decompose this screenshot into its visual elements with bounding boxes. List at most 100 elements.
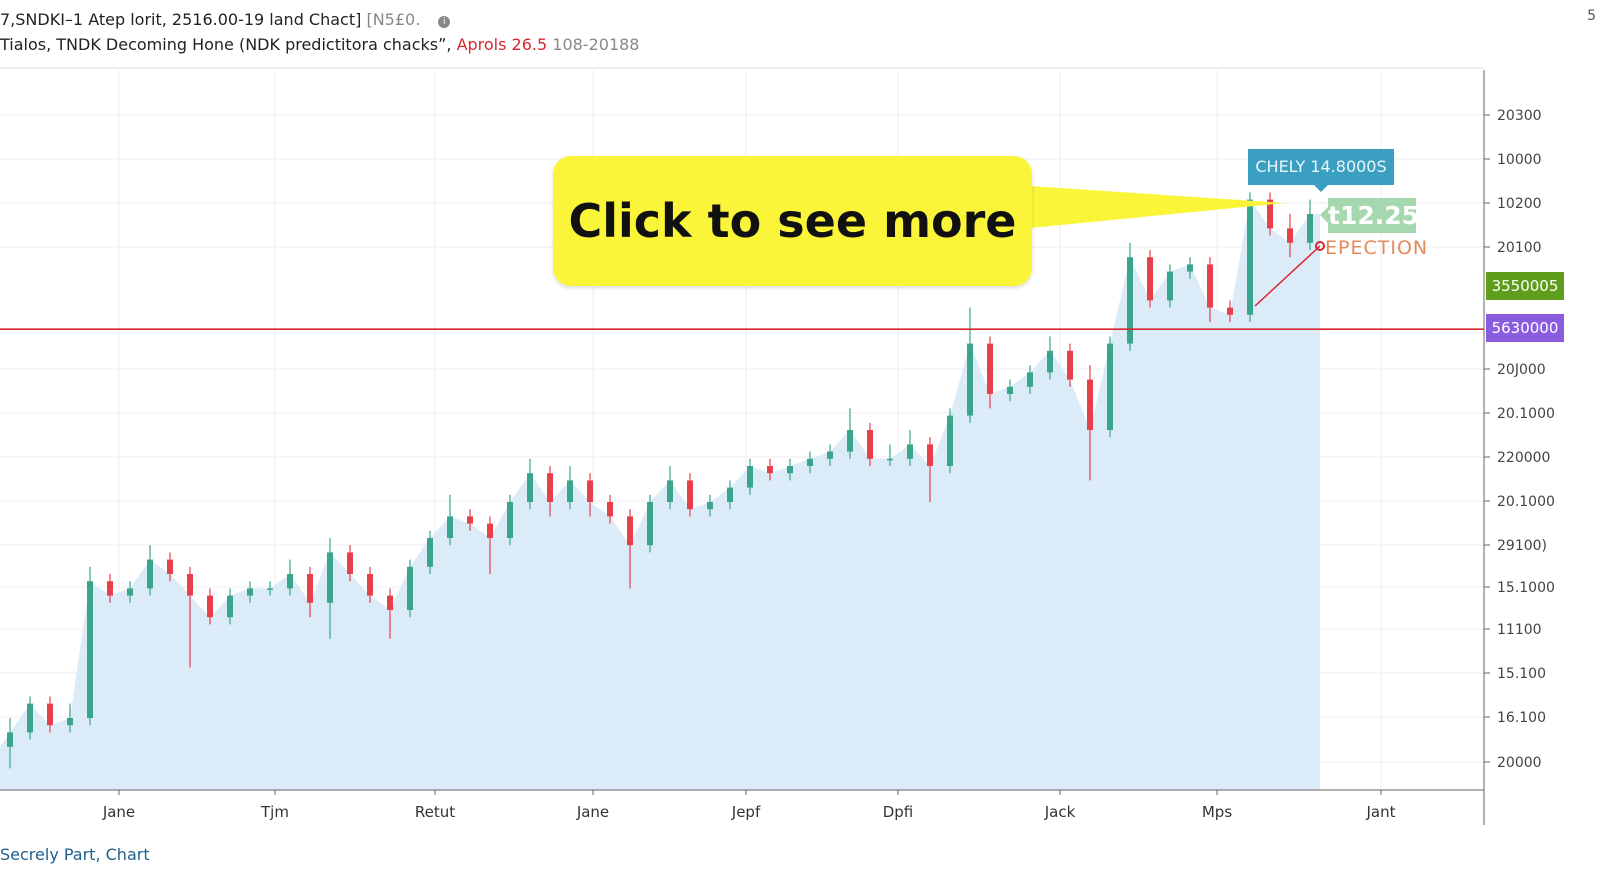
candle-body bbox=[47, 703, 53, 726]
candle-body bbox=[827, 451, 833, 459]
candle-body bbox=[767, 466, 773, 474]
candle-body bbox=[1147, 257, 1153, 301]
y-tick-label: 15.100 bbox=[1497, 666, 1546, 682]
candle-body bbox=[447, 516, 453, 538]
candle-body bbox=[347, 552, 353, 574]
y-tick-label: 20.1000 bbox=[1497, 494, 1555, 510]
projection-label: EPECTION bbox=[1325, 237, 1429, 259]
candle-body bbox=[927, 444, 933, 466]
candle-body bbox=[307, 574, 313, 603]
y-tick-label: 10200 bbox=[1497, 196, 1542, 212]
price-tooltip: CHELY 14.8000S bbox=[1248, 149, 1394, 192]
candle-body bbox=[1127, 257, 1133, 344]
price-tag-purple: 5630000 bbox=[1486, 314, 1564, 342]
candle-body bbox=[987, 343, 993, 394]
subtitle-price: Aprols 26.5 bbox=[456, 35, 548, 54]
candle-body bbox=[1207, 264, 1213, 308]
candle-body bbox=[907, 444, 913, 459]
candle-body bbox=[67, 718, 73, 726]
y-tick-label: 29100) bbox=[1497, 538, 1547, 554]
candle-body bbox=[1227, 307, 1233, 315]
corner-mark: 5 bbox=[1587, 8, 1596, 24]
x-tick-label: Dpfi bbox=[883, 803, 914, 821]
y-tick-label: 20.1000 bbox=[1497, 406, 1555, 422]
candle-body bbox=[627, 516, 633, 546]
candle-body bbox=[1007, 386, 1013, 394]
title-suffix: [N5£0. bbox=[366, 10, 421, 29]
click-to-see-more-callout[interactable]: Click to see more bbox=[553, 156, 1032, 286]
y-tick-label: 20000 bbox=[1497, 755, 1542, 771]
area-fill bbox=[0, 199, 1320, 791]
candle-body bbox=[687, 480, 693, 510]
footer-link[interactable]: Secrely Part, Chart bbox=[0, 845, 150, 864]
x-tick-label: Jane bbox=[102, 803, 135, 821]
candle-body bbox=[427, 538, 433, 567]
candle-body bbox=[387, 595, 393, 610]
candle-body bbox=[787, 466, 793, 474]
candle-body bbox=[1087, 379, 1093, 430]
candle-body bbox=[547, 473, 553, 502]
candle-body bbox=[487, 523, 493, 538]
x-tick-label: Jepf bbox=[731, 803, 761, 821]
y-tick-label: 20300 bbox=[1497, 108, 1542, 124]
candle-body bbox=[807, 458, 813, 466]
candle-body bbox=[567, 480, 573, 502]
candle-body bbox=[527, 473, 533, 502]
candle-body bbox=[607, 502, 613, 517]
x-tick-label: Tjm bbox=[260, 803, 289, 821]
price-tag-green: 3550005 bbox=[1486, 272, 1564, 300]
y-tick-label: 10000 bbox=[1497, 152, 1542, 168]
x-tick-label: Retut bbox=[415, 803, 455, 821]
candle-body bbox=[367, 574, 373, 596]
candle-body bbox=[707, 502, 713, 510]
candle-body bbox=[1067, 350, 1073, 380]
subtitle-range: 108-20188 bbox=[552, 35, 640, 54]
title-text: 7,SNDKI–1 Atep lorit, 2516.00-19 land Ch… bbox=[0, 10, 362, 29]
callout-pointer bbox=[1030, 186, 1285, 228]
candle-body bbox=[1107, 343, 1113, 430]
y-tick-label: 11100 bbox=[1497, 622, 1542, 638]
y-tick-label: 15.1000 bbox=[1497, 580, 1555, 596]
candle-body bbox=[667, 480, 673, 502]
candle-body bbox=[1247, 199, 1253, 315]
y-tick-label: 220000 bbox=[1497, 450, 1550, 466]
candle-body bbox=[107, 581, 113, 596]
y-tick-label: 20J000 bbox=[1497, 362, 1546, 378]
candle-body bbox=[1267, 199, 1273, 229]
candle-body bbox=[947, 415, 953, 466]
candle-body bbox=[207, 595, 213, 618]
candle-body bbox=[847, 430, 853, 452]
candle-body bbox=[1287, 228, 1293, 243]
candle-body bbox=[327, 552, 333, 603]
candle-body bbox=[1167, 271, 1173, 301]
chart-subtitle: Tialos, TNDK Decoming Hone (NDK predicti… bbox=[0, 35, 639, 54]
x-tick-label: Mps bbox=[1202, 803, 1232, 821]
candle-body bbox=[267, 588, 273, 590]
current-price-label: t12.25 bbox=[1320, 198, 1419, 233]
candle-body bbox=[147, 559, 153, 589]
info-icon[interactable]: i bbox=[438, 16, 451, 28]
x-tick-label: Jane bbox=[576, 803, 609, 821]
candle-body bbox=[127, 588, 133, 596]
candle-body bbox=[587, 480, 593, 502]
candle-body bbox=[1187, 264, 1193, 272]
candle-body bbox=[167, 559, 173, 574]
candle-body bbox=[967, 343, 973, 416]
candle-body bbox=[247, 588, 253, 596]
candle-body bbox=[407, 566, 413, 610]
candle-body bbox=[647, 502, 653, 546]
candle-body bbox=[7, 732, 13, 747]
subtitle-text: Tialos, TNDK Decoming Hone (NDK predicti… bbox=[0, 35, 452, 54]
candle-body bbox=[187, 574, 193, 596]
candle-body bbox=[1047, 350, 1053, 373]
candle-body bbox=[867, 430, 873, 459]
projection-arrow-head bbox=[1315, 241, 1325, 251]
candle-body bbox=[87, 581, 93, 718]
y-tick-label: 16.100 bbox=[1497, 710, 1546, 726]
chart-title: 7,SNDKI–1 Atep lorit, 2516.00-19 land Ch… bbox=[0, 10, 451, 29]
candle-body bbox=[1307, 214, 1313, 243]
x-tick-label: Jant bbox=[1365, 803, 1395, 821]
candle-body bbox=[227, 595, 233, 618]
candle-body bbox=[27, 703, 33, 733]
